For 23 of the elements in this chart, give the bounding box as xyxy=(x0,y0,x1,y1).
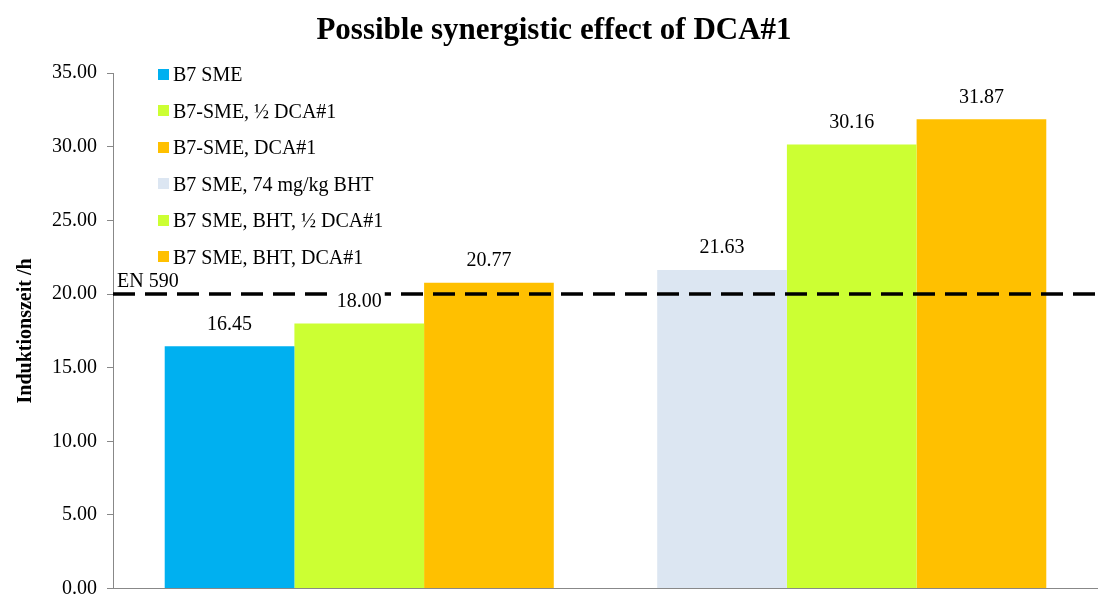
y-tick-label: 10.00 xyxy=(52,428,97,451)
y-tick-label: 30.00 xyxy=(52,134,97,157)
ref-line-label: EN 590 xyxy=(117,269,179,292)
y-tick-label: 25.00 xyxy=(52,207,97,230)
y-tick-label: 20.00 xyxy=(52,281,97,304)
y-tick-label: 15.00 xyxy=(52,354,97,377)
legend-label: B7 SME, BHT, DCA#1 xyxy=(173,245,364,268)
y-axis-title: Induktionszeit /h xyxy=(13,258,36,404)
chart-title: Possible synergistic effect of DCA#1 xyxy=(316,10,792,46)
legend-label: B7 SME, BHT, ½ DCA#1 xyxy=(173,208,384,233)
text: 18.00 xyxy=(336,288,382,311)
legend-label: B7 SME, 74 mg/kg BHT xyxy=(173,171,374,198)
y-tick-label: 35.00 xyxy=(52,60,97,83)
y-tick-label: 5.00 xyxy=(62,502,97,525)
text: 16.45 xyxy=(207,311,253,334)
legend-label: B7-SME, ½ DCA#1 xyxy=(173,98,337,124)
text: 21.63 xyxy=(699,235,745,258)
text: 20.77 xyxy=(466,248,512,270)
legend-label: B7-SME, DCA#1 xyxy=(173,135,317,160)
text: 31.87 xyxy=(958,84,1004,107)
text: 30.16 xyxy=(829,109,875,132)
legend-label: B7 SME xyxy=(173,62,243,87)
y-tick-label: 0.00 xyxy=(62,575,97,598)
